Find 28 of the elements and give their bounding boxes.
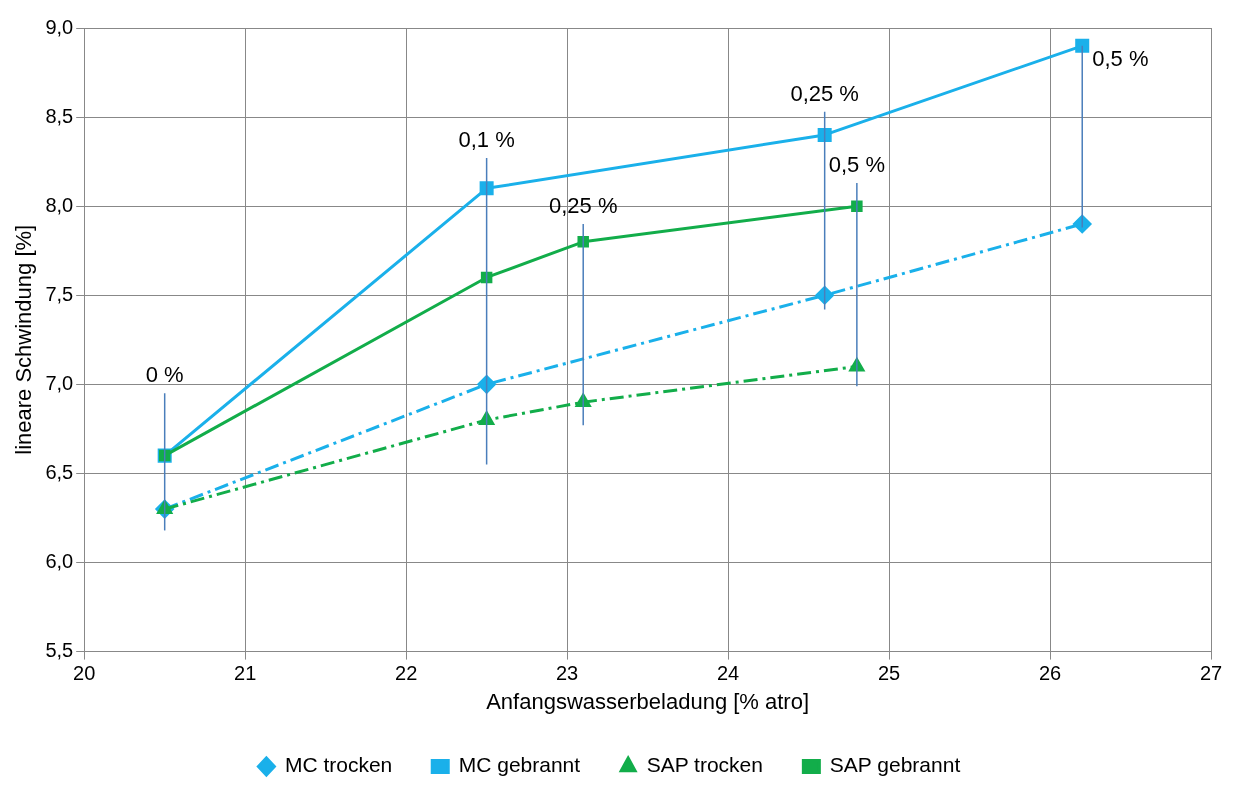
annotation: 0,5 % xyxy=(828,152,885,178)
x-tick-label: 22 xyxy=(395,662,418,685)
y-axis-title: lineare Schwindung [%] xyxy=(11,224,37,455)
y-tick-label: 7,0 xyxy=(45,371,74,394)
annotation: 0 % xyxy=(145,362,184,388)
annotation: 0,25 % xyxy=(548,193,618,219)
legend-label: SAP gebrannt xyxy=(829,753,961,777)
x-tick-label: 23 xyxy=(555,662,579,685)
annotation: 0,5 % xyxy=(1092,45,1149,71)
y-tick-label: 8,0 xyxy=(45,193,74,216)
annotation: 0,1 % xyxy=(458,127,515,153)
x-tick-label: 26 xyxy=(1038,662,1062,685)
y-tick-label: 7,5 xyxy=(45,282,74,305)
x-tick-label: 25 xyxy=(877,662,901,685)
legend-label: SAP trocken xyxy=(646,753,763,777)
x-tick-label: 27 xyxy=(1199,662,1223,685)
y-tick-label: 6,5 xyxy=(45,460,74,483)
annotation: 0,25 % xyxy=(790,80,859,106)
legend-label: MC trocken xyxy=(284,753,393,777)
y-tick-label: 5,5 xyxy=(45,639,74,662)
x-tick-label: 24 xyxy=(716,662,740,685)
legend-label: MC gebrannt xyxy=(458,753,581,777)
y-tick-label: 9,0 xyxy=(45,15,74,38)
y-tick-label: 6,0 xyxy=(45,550,74,573)
y-tick-label: 8,5 xyxy=(45,104,74,127)
x-axis-title: Anfangswasserbeladung [% atro] xyxy=(486,688,810,714)
x-tick-label: 21 xyxy=(234,662,257,685)
x-tick-label: 20 xyxy=(73,662,96,685)
